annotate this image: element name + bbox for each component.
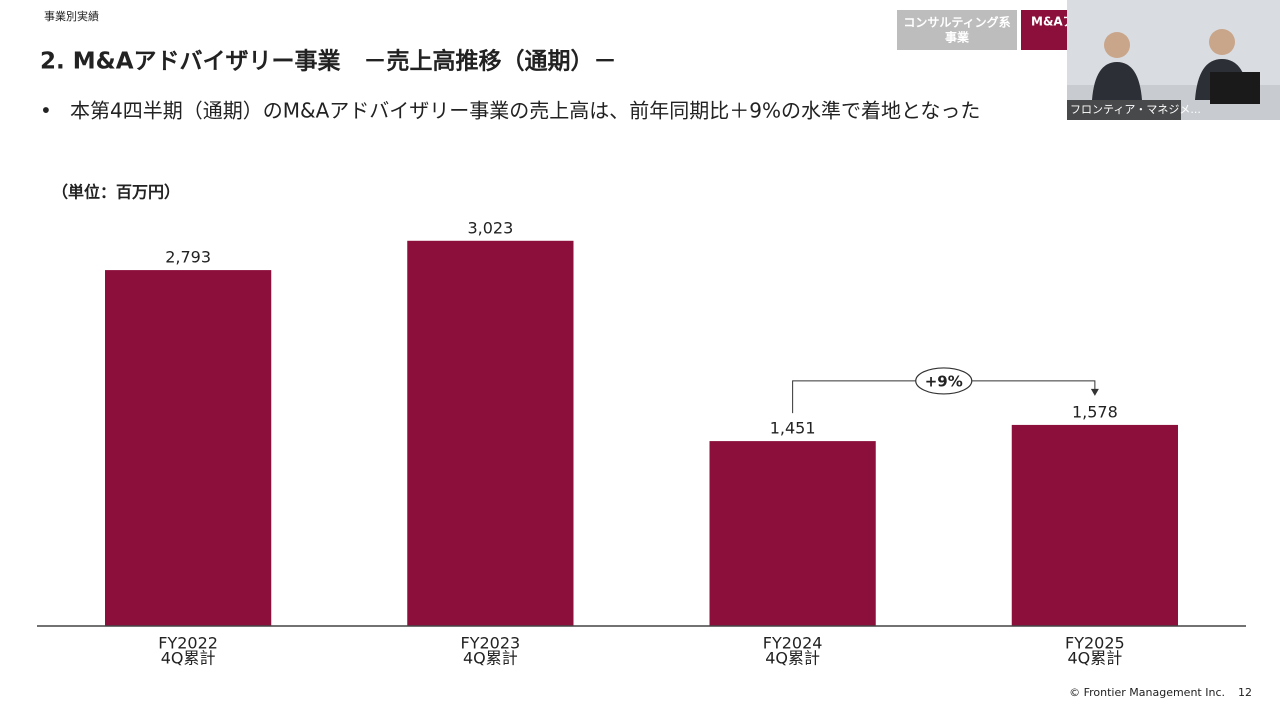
x-tick-label: FY2025 4Q累計 <box>1065 633 1125 667</box>
person-head <box>1209 29 1235 55</box>
tab-label: コンサルティング系事業 <box>903 14 1010 44</box>
value-label: 1,451 <box>770 419 816 438</box>
value-label: 2,793 <box>165 248 211 267</box>
person-head <box>1104 32 1130 58</box>
slide-title: 2. M&Aアドバイザリー事業 －売上高推移（通期）－ <box>40 48 617 75</box>
section-label: 事業別実績 <box>44 9 99 23</box>
tab[interactable] <box>897 10 1017 50</box>
bullet-text: 本第4四半期（通期）のM&Aアドバイザリー事業の売上高は、前年同期比＋9%の水準… <box>70 99 980 123</box>
growth-arrow <box>1090 388 1099 396</box>
video-label-bg <box>1067 100 1181 120</box>
x-tick-label: FY2023 4Q累計 <box>461 633 521 667</box>
page-number: 12 <box>1238 686 1252 699</box>
copyright: © Frontier Management Inc. <box>1069 686 1225 699</box>
growth-label: +9% <box>925 372 963 390</box>
x-tick-label: FY2022 4Q累計 <box>158 633 218 667</box>
growth-badge <box>915 367 973 395</box>
value-label: 3,023 <box>467 218 513 237</box>
value-label: 1,578 <box>1072 402 1118 421</box>
video-label: フロンティア・マネジメ... <box>1070 103 1201 116</box>
bar <box>105 270 272 626</box>
video-overlay: フロンティア・マネジメ... <box>1067 0 1280 120</box>
x-tick-label: FY2024 4Q累計 <box>763 633 823 667</box>
bar <box>1011 424 1178 626</box>
bar <box>709 441 876 626</box>
person-body <box>1092 62 1142 100</box>
unit-label: （単位：百万円） <box>52 183 180 202</box>
bar <box>407 240 574 626</box>
laptop <box>1210 72 1260 104</box>
bullet-dot: • <box>40 99 52 123</box>
tab-label: M&Aア <box>1031 15 1075 29</box>
